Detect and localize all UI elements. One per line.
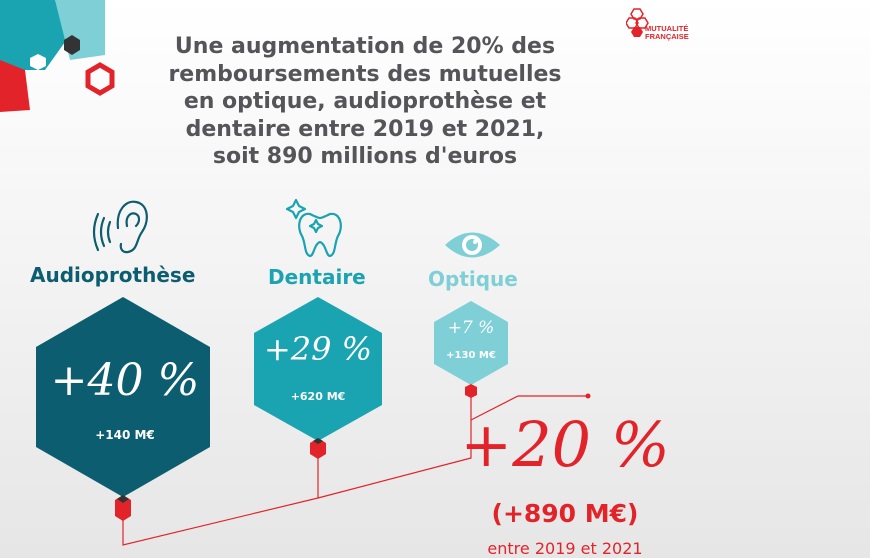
hexagon-dentaire [254,297,382,441]
logo-line-1: MUTUALITÉ [645,24,689,33]
pct-optique: +7 % [447,318,495,338]
node-marker [115,495,131,521]
title-line: en optique, audioprothèse et [183,89,547,114]
eye-icon [445,232,500,258]
total-pct: +20 % [460,408,670,481]
node-marker [310,438,326,459]
title-line: Une augmentation de 20% des [174,34,556,59]
total-amount: (+890 M€) [491,499,639,528]
category-label-optique: Optique [428,267,518,291]
logo-text: MUTUALITÉ FRANÇAISE [645,25,689,41]
ear-icon [92,200,148,254]
pct-dentaire: +29 % [263,330,373,368]
title-line: dentaire entre 2019 et 2021, [185,116,545,142]
category-label-dentaire: Dentaire [268,265,366,289]
tooth-icon [285,198,342,258]
node-marker [465,384,477,398]
total-period: entre 2019 et 2021 [487,539,643,558]
amount-audioprothese: +140 M€ [95,428,155,442]
mutualite-logo [626,8,649,37]
hexagon-optique [434,301,508,385]
title-line: soit 890 millions d'euros [212,144,518,169]
pct-audioprothese: +40 % [50,355,200,406]
page-title: Une augmentation de 20% des remboursemen… [140,33,590,171]
amount-dentaire: +620 M€ [290,390,346,403]
category-label-audioprothese: Audioprothèse [30,263,196,287]
amount-optique: +130 M€ [446,350,496,361]
hexagon-audioprothese [36,297,210,497]
connector-lines [122,392,591,546]
decorative-hexagons [0,0,115,112]
title-line: remboursements des mutuelles [168,61,562,87]
logo-line-2: FRANÇAISE [645,32,689,41]
